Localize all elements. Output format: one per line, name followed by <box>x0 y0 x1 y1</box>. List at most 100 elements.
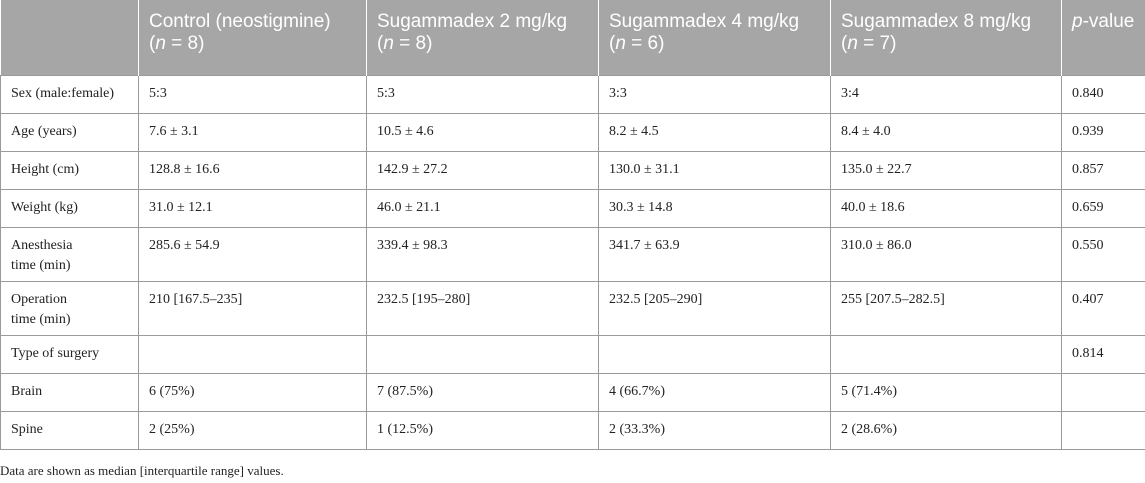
row-label-line2: time (min) <box>11 311 71 327</box>
row-label-text: Weight (kg) <box>11 199 78 215</box>
cell-p-value: 0.407 <box>1061 280 1145 336</box>
header-control-n: n <box>155 33 166 54</box>
cell-sugammadex-2: 46.0 ± 21.1 <box>366 188 599 228</box>
header-p-suffix: -value <box>1082 11 1135 32</box>
cell-sugammadex-2: 7 (87.5%) <box>366 372 599 412</box>
cell-sugammadex-8: 2 (28.6%) <box>830 410 1062 450</box>
row-label: Anesthesia time (min) <box>0 226 139 282</box>
cell-p-value: 0.857 <box>1061 150 1145 190</box>
table-row-age: Age (years) 7.6 ± 3.1 10.5 ± 4.6 8.2 ± 4… <box>0 112 1145 152</box>
cell-control: 31.0 ± 12.1 <box>138 188 367 228</box>
header-sugammadex-8-paren: ( <box>841 33 848 54</box>
cell-sugammadex-4: 2 (33.3%) <box>598 410 831 450</box>
header-sugammadex-4-count: = 6) <box>625 33 665 54</box>
header-control: Control (neostigmine) (n = 8) <box>138 0 367 75</box>
cell-sugammadex-4: 130.0 ± 31.1 <box>598 150 831 190</box>
cell-control: 5:3 <box>138 74 367 114</box>
row-label: Age (years) <box>0 112 139 152</box>
cell-sugammadex-2: 1 (12.5%) <box>366 410 599 450</box>
header-corner <box>1 0 139 75</box>
cell-control: 2 (25%) <box>138 410 367 450</box>
table-row-height: Height (cm) 128.8 ± 16.6 142.9 ± 27.2 13… <box>0 150 1145 190</box>
row-label-line2: time (min) <box>11 257 71 273</box>
row-label-text: Sex (male:female) <box>11 85 115 101</box>
row-label: Operation time (min) <box>0 280 139 336</box>
header-control-count: = 8) <box>165 33 205 54</box>
row-label: Weight (kg) <box>0 188 139 228</box>
cell-sugammadex-2: 232.5 [195–280] <box>366 280 599 336</box>
cell-p-value: 0.840 <box>1061 74 1145 114</box>
header-sugammadex-2-paren: ( <box>377 33 384 54</box>
table-row-anesthesia-time: Anesthesia time (min) 285.6 ± 54.9 339.4 … <box>0 226 1145 282</box>
cell-p-value: 0.939 <box>1061 112 1145 152</box>
cell-sugammadex-8: 8.4 ± 4.0 <box>830 112 1062 152</box>
table-row-weight: Weight (kg) 31.0 ± 12.1 46.0 ± 21.1 30.3… <box>0 188 1145 228</box>
cell-control: 210 [167.5–235] <box>138 280 367 336</box>
cell-sugammadex-8: 40.0 ± 18.6 <box>830 188 1062 228</box>
row-label: Type of surgery <box>0 334 139 374</box>
cell-sugammadex-8: 135.0 ± 22.7 <box>830 150 1062 190</box>
header-sugammadex-2-count: = 8) <box>393 33 433 54</box>
table-row-operation-time: Operation time (min) 210 [167.5–235] 232.… <box>0 280 1145 336</box>
header-sugammadex-8: Sugammadex 8 mg/kg (n = 7) <box>830 0 1062 75</box>
cell-sugammadex-2: 142.9 ± 27.2 <box>366 150 599 190</box>
cell-sugammadex-4: 3:3 <box>598 74 831 114</box>
cell-sugammadex-8: 3:4 <box>830 74 1062 114</box>
cell-sugammadex-4 <box>598 334 831 374</box>
table-row-spine: Spine 2 (25%) 1 (12.5%) 2 (33.3%) 2 (28.… <box>0 410 1145 450</box>
header-sugammadex-4-paren: ( <box>609 33 616 54</box>
table-footnote: Data are shown as median [interquartile … <box>0 463 284 478</box>
cell-sugammadex-8: 255 [207.5–282.5] <box>830 280 1062 336</box>
cell-control: 7.6 ± 3.1 <box>138 112 367 152</box>
cell-sugammadex-8 <box>830 334 1062 374</box>
row-label: Height (cm) <box>0 150 139 190</box>
header-sugammadex-8-count: = 7) <box>857 33 897 54</box>
header-sugammadex-8-title: Sugammadex 8 mg/kg <box>841 11 1032 32</box>
header-sugammadex-2-title: Sugammadex 2 mg/kg <box>377 11 568 32</box>
table-row-type-of-surgery: Type of surgery 0.814 <box>0 334 1145 374</box>
header-sugammadex-2-n: n <box>383 33 394 54</box>
header-control-title: Control (neostigmine) <box>149 11 331 32</box>
cell-control: 6 (75%) <box>138 372 367 412</box>
demographics-table: Control (neostigmine) (n = 8) Sugammadex… <box>0 0 1145 450</box>
header-row: Control (neostigmine) (n = 8) Sugammadex… <box>0 0 1145 75</box>
row-label-text: Height (cm) <box>11 161 80 177</box>
row-label-line1: Anesthesia <box>11 237 73 253</box>
cell-control <box>138 334 367 374</box>
cell-sugammadex-8: 310.0 ± 86.0 <box>830 226 1062 282</box>
cell-sugammadex-4: 4 (66.7%) <box>598 372 831 412</box>
cell-sugammadex-4: 8.2 ± 4.5 <box>598 112 831 152</box>
cell-sugammadex-4: 30.3 ± 14.8 <box>598 188 831 228</box>
row-label-text: Age (years) <box>11 123 77 139</box>
cell-control: 285.6 ± 54.9 <box>138 226 367 282</box>
cell-p-value <box>1061 410 1145 450</box>
header-sugammadex-4-n: n <box>615 33 626 54</box>
cell-sugammadex-4: 341.7 ± 63.9 <box>598 226 831 282</box>
cell-sugammadex-2: 5:3 <box>366 74 599 114</box>
table-row-brain: Brain 6 (75%) 7 (87.5%) 4 (66.7%) 5 (71.… <box>0 372 1145 412</box>
header-control-paren: ( <box>149 33 156 54</box>
row-label-line1: Operation <box>11 291 67 307</box>
header-p-value: p-value <box>1061 0 1145 75</box>
table-row-sex: Sex (male:female) 5:3 5:3 3:3 3:4 0.840 <box>0 74 1145 114</box>
row-label-text: Type of surgery <box>11 345 100 361</box>
row-label-text: Spine <box>11 421 43 437</box>
header-sugammadex-8-n: n <box>847 33 858 54</box>
cell-sugammadex-4: 232.5 [205–290] <box>598 280 831 336</box>
header-sugammadex-4-title: Sugammadex 4 mg/kg <box>609 11 800 32</box>
cell-control: 128.8 ± 16.6 <box>138 150 367 190</box>
cell-sugammadex-2: 10.5 ± 4.6 <box>366 112 599 152</box>
row-label: Sex (male:female) <box>0 74 139 114</box>
row-label: Spine <box>0 410 139 450</box>
cell-p-value: 0.550 <box>1061 226 1145 282</box>
table-container: Control (neostigmine) (n = 8) Sugammadex… <box>0 0 1145 450</box>
header-sugammadex-2: Sugammadex 2 mg/kg (n = 8) <box>366 0 599 75</box>
cell-p-value: 0.814 <box>1061 334 1145 374</box>
header-p-italic: p <box>1072 11 1083 32</box>
cell-sugammadex-2 <box>366 334 599 374</box>
row-label-text: Brain <box>11 383 43 399</box>
cell-sugammadex-8: 5 (71.4%) <box>830 372 1062 412</box>
cell-p-value <box>1061 372 1145 412</box>
cell-sugammadex-2: 339.4 ± 98.3 <box>366 226 599 282</box>
cell-p-value: 0.659 <box>1061 188 1145 228</box>
